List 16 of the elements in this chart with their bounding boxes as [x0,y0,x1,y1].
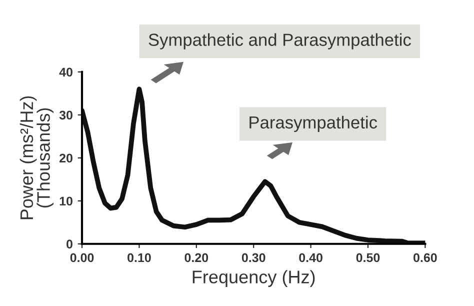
x-tick-label: 0.20 [184,253,208,262]
x-tick-label: 0.40 [299,253,322,262]
x-axis-title: Frequency (Hz) [192,270,315,287]
annotation: Parasympathetic [250,116,378,132]
y-tick-label: 40 [59,68,72,77]
x-tick-label: 0.10 [128,253,151,262]
x-tick-label: 0.30 [242,253,266,262]
text: Sympathetic and Parasympathetic [148,33,411,50]
x-tick-label: 0.50 [356,253,380,262]
y-tick-label: 10 [60,196,72,206]
y-tick-label: 0 [66,240,72,249]
y-tick-label: 20 [60,154,72,163]
y-axis-title: Power (ms²/Hz) (Thousands) [20,96,54,220]
x-tick-label: 0.00 [70,253,94,262]
y-tick-label: 30 [59,110,72,120]
x-tick-label: 0.60 [414,253,437,262]
